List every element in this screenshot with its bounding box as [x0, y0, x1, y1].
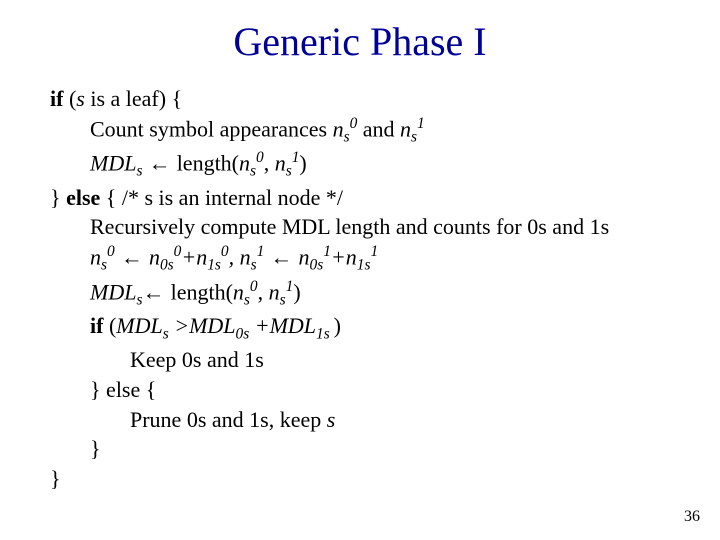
sub: 1s	[357, 257, 371, 274]
txt: )	[334, 313, 341, 338]
var-mdl: MDL	[90, 279, 136, 304]
sup: 0	[221, 243, 229, 260]
sup: 0	[250, 278, 258, 295]
var-n: n	[233, 279, 244, 304]
txt: {	[100, 185, 122, 210]
txt: +	[331, 244, 346, 269]
sup: 0	[107, 243, 115, 260]
kw-if: if	[50, 86, 63, 111]
var-n: n	[333, 116, 344, 141]
var-n: n	[239, 151, 250, 176]
var-n: n	[346, 244, 357, 269]
var-mdl: MDL	[90, 151, 136, 176]
slide-title: Generic Phase I	[0, 18, 720, 65]
arrow-left-icon: ←	[115, 244, 149, 269]
var-n: n	[400, 116, 411, 141]
sub: 0s	[160, 257, 174, 274]
sup: 1	[417, 115, 425, 132]
line-keep: Keep 0s and 1s	[50, 345, 670, 375]
line-close-outer: }	[50, 464, 670, 494]
arrow-left-icon: ←	[264, 244, 298, 269]
var-n: n	[299, 244, 310, 269]
txt: >	[169, 313, 189, 338]
txt: Prune 0s and 1s, keep	[130, 407, 327, 432]
txt: +	[181, 244, 196, 269]
line-if-leaf: if (s is a leaf) {	[50, 84, 670, 114]
sub: 0s	[310, 257, 324, 274]
sub: 1s	[207, 257, 221, 274]
var-mdl: MDL	[189, 313, 235, 338]
sub: 0s	[236, 326, 250, 343]
txt: ,	[264, 151, 275, 176]
txt: length(	[177, 151, 239, 176]
txt: +	[249, 313, 269, 338]
line-prune: Prune 0s and 1s, keep s	[50, 405, 670, 435]
var-n: n	[240, 244, 251, 269]
var-mdl: MDL	[116, 313, 162, 338]
line-mdl-assign-leaf: MDLs ← length(ns0, ns1)	[50, 148, 670, 183]
txt: )	[299, 151, 306, 176]
line-count-symbols: Count symbol appearances ns0 and ns1	[50, 114, 670, 149]
line-n-assign: ns0 ← n0s0+n1s0, ns1 ← n0s1+n1s1	[50, 242, 670, 277]
line-else-inner: } else {	[50, 375, 670, 405]
txt: is a leaf) {	[85, 86, 182, 111]
txt: (	[63, 86, 76, 111]
sup: 1	[323, 243, 331, 260]
var-s: s	[76, 86, 85, 111]
txt: ,	[258, 279, 269, 304]
line-close-inner: }	[50, 434, 670, 464]
txt: and	[357, 116, 400, 141]
sup: 0	[256, 149, 264, 166]
pseudocode-body: if (s is a leaf) { Count symbol appearan…	[50, 84, 670, 494]
line-recursive: Recursively compute MDL length and count…	[50, 212, 670, 242]
sub: 1s	[316, 326, 334, 343]
page-number: 36	[684, 508, 700, 526]
txt: )	[293, 279, 300, 304]
comment: /* s is an internal node */	[122, 185, 343, 210]
var-n: n	[196, 244, 207, 269]
txt: ,	[229, 244, 240, 269]
kw-else: else	[66, 185, 100, 210]
kw-if: if	[90, 313, 103, 338]
txt: Count symbol appearances	[90, 116, 333, 141]
var-mdl: MDL	[270, 313, 316, 338]
var-n: n	[90, 244, 101, 269]
line-mdl-assign-internal: MDLs← length(ns0, ns1)	[50, 277, 670, 312]
txt: }	[50, 185, 66, 210]
line-if-compare: if (MDLs >MDL0s +MDL1s )	[50, 311, 670, 345]
var-n: n	[269, 279, 280, 304]
var-n: n	[149, 244, 160, 269]
sup: 1	[370, 243, 378, 260]
var-n: n	[275, 151, 286, 176]
line-else: } else { /* s is an internal node */	[50, 183, 670, 213]
txt: (	[103, 313, 116, 338]
var-s: s	[327, 407, 336, 432]
txt: length(	[171, 279, 233, 304]
arrow-left-icon: ←	[142, 151, 176, 176]
arrow-left-icon: ←	[142, 279, 170, 304]
